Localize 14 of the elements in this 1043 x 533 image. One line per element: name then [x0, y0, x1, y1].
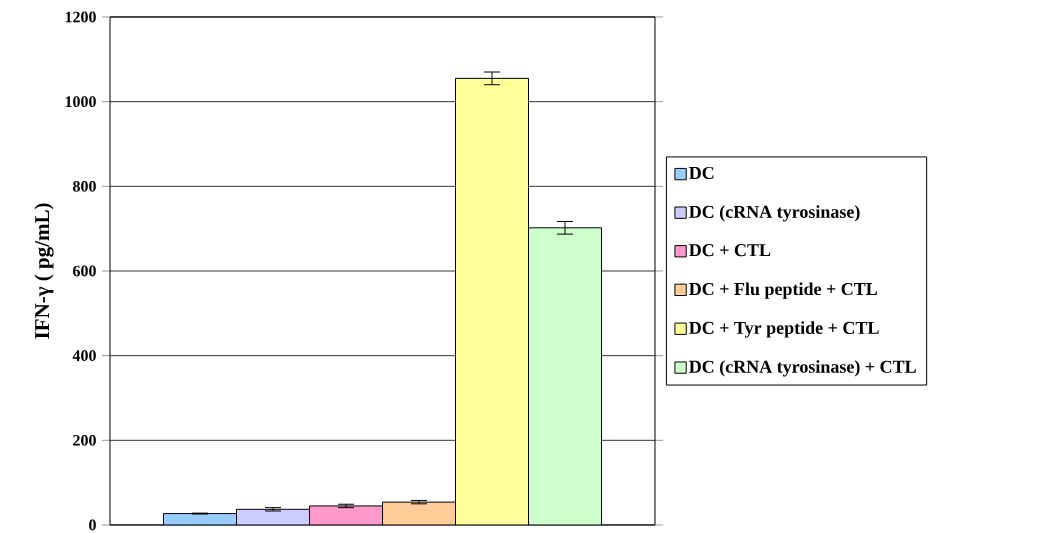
y-tick-label: 0: [89, 519, 96, 531]
y-tick-label: 200: [73, 434, 96, 446]
legend-label: DC (cRNA tyrosinase) + CTL: [689, 360, 916, 377]
legend-label: DC + CTL: [689, 244, 771, 257]
y-tick-label: 1200: [65, 11, 96, 23]
legend-label: DC + Tyr peptide + CTL: [689, 321, 879, 338]
legend-label: DC: [689, 166, 714, 180]
y-axis-title: IFN-γ ( pg/mL): [34, 203, 54, 339]
y-tick-label: 600: [73, 265, 96, 277]
legend-label: DC (cRNA tyrosinase): [689, 205, 860, 222]
legend-label: DC + Flu peptide + CTL: [689, 282, 877, 299]
y-tick-label: 800: [73, 180, 96, 192]
y-tick-label: 400: [72, 350, 96, 362]
y-tick-label: 1000: [65, 96, 96, 108]
